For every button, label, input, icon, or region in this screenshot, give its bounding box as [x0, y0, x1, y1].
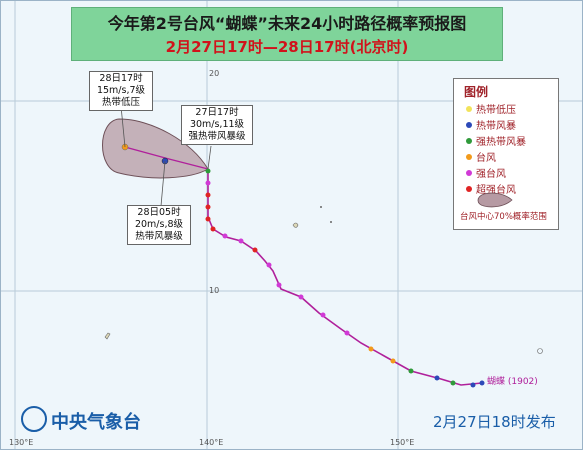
legend-prob-swatch — [477, 192, 513, 208]
island — [330, 221, 332, 223]
legend-prob-shape — [477, 192, 513, 208]
legend: 图例 热带低压 热带风暴 强热带风暴 台风 强台风 超强台风 台风中心70%概率… — [453, 78, 559, 230]
track-point — [205, 204, 211, 210]
island — [104, 332, 111, 340]
legend-prob-label: 台风中心70%概率范围 — [460, 212, 547, 222]
legend-item-ty: 台风 — [466, 149, 496, 164]
legend-item-sts: 强热带风暴 — [466, 133, 526, 148]
legend-item-ts: 热带风暴 — [466, 117, 516, 132]
callout-28-05: 28日05时 20m/s,8级 热带风暴级 — [127, 205, 191, 245]
legend-swatch — [466, 137, 472, 144]
track-point — [470, 382, 476, 388]
legend-swatch — [466, 105, 472, 112]
callout-time: 28日17时 — [99, 73, 143, 84]
legend-item-superty: 超强台风 — [466, 181, 516, 196]
track-point — [205, 192, 211, 198]
island — [537, 348, 543, 354]
legend-item-sty: 强台风 — [466, 165, 506, 180]
lat-tick-10: 10 — [209, 286, 220, 295]
track-point — [205, 168, 211, 174]
title-banner: 今年第2号台风“蝴蝶”未来24小时路径概率预报图 2月27日17时—28日17时… — [71, 7, 503, 61]
track-point — [298, 294, 304, 300]
track-point — [222, 233, 228, 239]
callout-level: 热带风暴级 — [135, 231, 183, 242]
legend-swatch — [466, 121, 472, 128]
track-point — [205, 216, 211, 222]
observed-track — [207, 169, 483, 386]
lon-tick-130: 130°E — [9, 438, 34, 447]
track-point — [344, 330, 350, 336]
callout-27-17: 27日17时 30m/s,11级 强热带风暴级 — [181, 105, 253, 145]
track-point — [390, 358, 396, 364]
track-point — [450, 380, 456, 386]
island — [320, 206, 322, 208]
map-subtitle: 2月27日17时—28日17时(北京时) — [165, 38, 409, 56]
lat-tick-20: 20 — [209, 69, 220, 78]
legend-swatch — [466, 153, 472, 160]
track-point — [210, 226, 216, 232]
legend-title: 图例 — [464, 85, 489, 99]
probability-area — [102, 118, 209, 179]
legend-swatch — [466, 185, 472, 192]
callout-time: 28日05时 — [137, 207, 181, 218]
issue-time: 2月27日18时发布 — [433, 413, 556, 431]
map-title: 今年第2号台风“蝴蝶”未来24小时路径概率预报图 — [107, 14, 467, 33]
lon-tick-150: 150°E — [390, 438, 415, 447]
track-point — [266, 262, 272, 268]
legend-label: 强热带风暴 — [476, 137, 526, 148]
callout-line — [120, 105, 126, 148]
forecast-path — [124, 146, 209, 170]
callout-wind: 20m/s,8级 — [134, 219, 184, 230]
track-point — [205, 180, 211, 186]
callout-wind: 15m/s,7级 — [96, 85, 146, 96]
storm-label: 蝴蝶 (1902) — [487, 377, 538, 387]
callout-time: 27日17时 — [195, 107, 239, 118]
track-points — [205, 168, 485, 388]
legend-label: 强台风 — [476, 169, 506, 180]
track-point — [320, 312, 326, 318]
callout-level: 热带低压 — [101, 97, 140, 108]
legend-item-td: 热带低压 — [466, 101, 516, 116]
callout-28-17: 28日17时 15m/s,7级 热带低压 — [89, 71, 153, 111]
track-point — [238, 238, 244, 244]
agency-logo-icon — [21, 406, 47, 432]
legend-label: 热带风暴 — [476, 121, 516, 132]
callout-level: 强热带风暴级 — [188, 131, 246, 142]
agency-name: 中央气象台 — [51, 412, 141, 433]
track-point — [479, 380, 485, 386]
legend-swatch — [466, 169, 472, 176]
callout-wind: 30m/s,11级 — [189, 119, 245, 130]
legend-label: 热带低压 — [476, 105, 516, 116]
callout-line — [207, 145, 212, 170]
track-point — [434, 375, 440, 381]
island — [292, 222, 299, 228]
legend-label: 台风 — [476, 153, 496, 164]
track-point — [252, 247, 258, 253]
callout-line — [160, 160, 166, 207]
track-point — [368, 346, 374, 352]
track-point — [408, 368, 414, 374]
track-point — [276, 282, 282, 288]
legend-label: 超强台风 — [476, 185, 516, 196]
lon-tick-140: 140°E — [199, 438, 224, 447]
